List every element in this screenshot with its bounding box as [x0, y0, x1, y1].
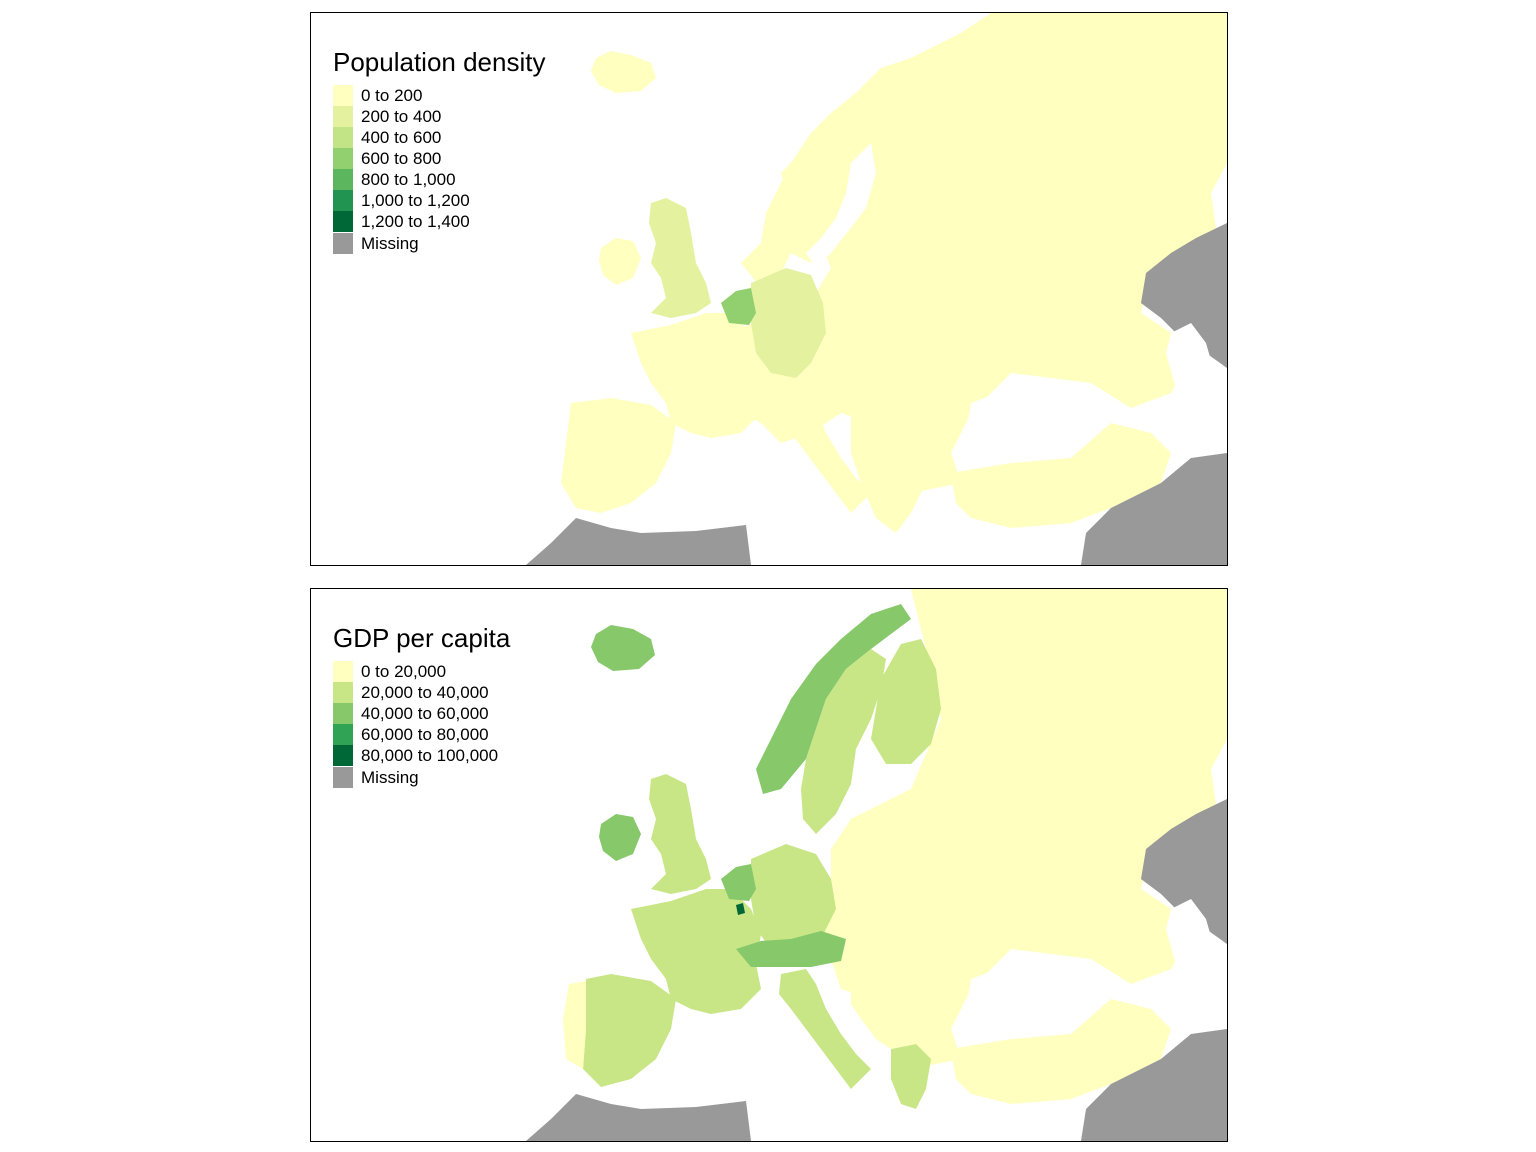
- legend-items-gdp: 0 to 20,000 20,000 to 40,000 40,000 to 60,…: [333, 661, 510, 788]
- region-ireland: [599, 814, 641, 861]
- legend-title: GDP per capita: [333, 623, 511, 653]
- legend-label: 800 to 1,000: [361, 170, 456, 189]
- legend-swatch: [333, 211, 353, 232]
- gdp-per-capita-map: GDP per capita 0 to 20,000 20,000 to 40,0…: [310, 588, 1228, 1142]
- legend-label: Missing: [361, 768, 419, 787]
- legend-item: 20,000 to 40,000: [333, 682, 510, 703]
- region-balkans: [851, 408, 931, 533]
- region-uk: [649, 774, 711, 894]
- legend-swatch: [333, 190, 353, 211]
- region-turkey: [951, 423, 1171, 528]
- region-iceland: [591, 625, 655, 671]
- region-italy: [779, 969, 871, 1089]
- region-kazakhstan: [1141, 799, 1227, 944]
- region-russia: [821, 589, 1227, 1069]
- legend-item: 600 to 800: [333, 148, 545, 169]
- region-sweden: [801, 649, 886, 834]
- legend-swatch: [333, 767, 353, 788]
- legend-label: 600 to 800: [361, 149, 442, 168]
- region-kazakhstan: [1141, 223, 1227, 368]
- legend-item: 1,000 to 1,200: [333, 190, 545, 211]
- gdp-map-canvas: [526, 589, 1227, 1141]
- region-balkans: [851, 984, 931, 1049]
- legend-label: 0 to 20,000: [361, 662, 447, 681]
- legend-swatch: [333, 85, 353, 106]
- legend-label: 1,200 to 1,400: [361, 212, 470, 231]
- sea-black: [966, 383, 1111, 453]
- legend-item: 800 to 1,000: [333, 169, 545, 190]
- legend-population: Population density 0 to 200 200 to 400 400…: [333, 47, 545, 254]
- legend-label: 60,000 to 80,000: [361, 725, 489, 744]
- legend-item: 40,000 to 60,000: [333, 703, 510, 724]
- legend-swatch: [333, 127, 353, 148]
- legend-label: 80,000 to 100,000: [361, 746, 499, 765]
- region-france: [631, 889, 761, 1014]
- legend-item: 0 to 200: [333, 85, 545, 106]
- legend-item: 200 to 400: [333, 106, 545, 127]
- legend-title: Population density: [333, 47, 546, 77]
- region-finland: [871, 639, 941, 764]
- legend-swatch: [333, 169, 353, 190]
- region-north-africa: [526, 1094, 751, 1141]
- region-iberia: [561, 398, 676, 513]
- region-spain: [583, 974, 676, 1087]
- legend-label: 400 to 600: [361, 128, 442, 147]
- legend-swatch: [333, 233, 353, 254]
- legend-swatch: [333, 703, 353, 724]
- legend-swatch: [333, 148, 353, 169]
- region-middle-east: [1081, 453, 1227, 565]
- legend-item: 1,200 to 1,400: [333, 211, 545, 232]
- legend-item: 80,000 to 100,000: [333, 745, 510, 766]
- population-map-canvas: [526, 13, 1227, 565]
- legend-label: 40,000 to 60,000: [361, 704, 489, 723]
- population-density-map: Population density 0 to 200 200 to 400 400…: [310, 12, 1228, 566]
- region-austria-switzerland: [736, 931, 846, 967]
- legend-swatch: [333, 106, 353, 127]
- region-uk: [649, 198, 711, 318]
- legend-label: 1,000 to 1,200: [361, 191, 470, 210]
- legend-swatch: [333, 682, 353, 703]
- region-north-africa: [526, 518, 751, 565]
- legend-gdp: GDP per capita 0 to 20,000 20,000 to 40,0…: [333, 623, 510, 788]
- legend-swatch: [333, 745, 353, 766]
- legend-item-missing: Missing: [333, 233, 545, 254]
- region-germany: [751, 844, 836, 954]
- region-turkey: [951, 999, 1171, 1104]
- sea-black: [966, 959, 1111, 1029]
- region-italy: [779, 393, 871, 513]
- region-iceland: [591, 51, 656, 93]
- region-ireland: [599, 238, 641, 285]
- region-benelux: [721, 864, 756, 901]
- legend-item: 400 to 600: [333, 127, 545, 148]
- legend-item-missing: Missing: [333, 767, 510, 788]
- legend-swatch: [333, 661, 353, 682]
- legend-label: Missing: [361, 234, 419, 253]
- region-benelux: [721, 288, 756, 325]
- region-portugal: [563, 981, 586, 1069]
- legend-item: 0 to 20,000: [333, 661, 510, 682]
- region-luxembourg: [736, 903, 745, 915]
- sea-caspian: [1166, 899, 1216, 999]
- region-greece: [891, 1044, 931, 1109]
- legend-items-population: 0 to 200 200 to 400 400 to 600 600 to 800 80…: [333, 85, 545, 254]
- sea-baltic: [806, 143, 876, 268]
- sea-caspian: [1166, 323, 1216, 423]
- region-germany: [751, 268, 826, 378]
- region-norway: [756, 604, 911, 794]
- legend-label: 200 to 400: [361, 107, 442, 126]
- legend-label: 0 to 200: [361, 86, 423, 105]
- legend-item: 60,000 to 80,000: [333, 724, 510, 745]
- region-russia: [706, 13, 1227, 493]
- region-middle-east: [1081, 1029, 1227, 1141]
- legend-swatch: [333, 724, 353, 745]
- legend-label: 20,000 to 40,000: [361, 683, 489, 702]
- region-france: [631, 313, 761, 438]
